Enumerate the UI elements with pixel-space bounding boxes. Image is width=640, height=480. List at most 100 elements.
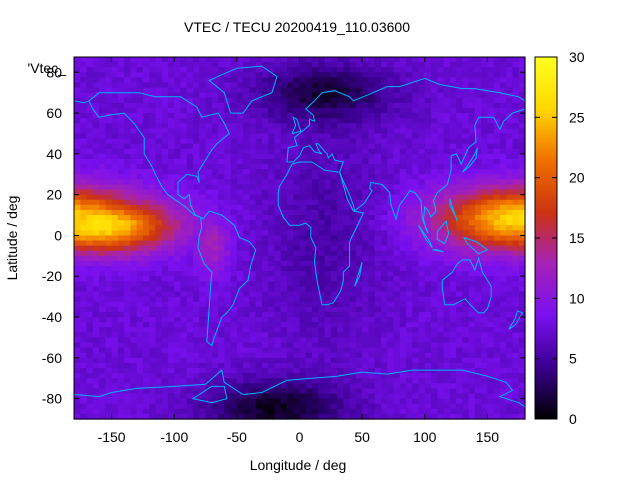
heatmap-cell bbox=[80, 403, 88, 410]
heatmap-cell bbox=[405, 311, 413, 318]
heatmap-cell bbox=[299, 97, 307, 104]
heatmap-cell bbox=[255, 153, 263, 160]
heatmap-cell bbox=[424, 281, 432, 288]
heatmap-cell bbox=[236, 347, 244, 354]
heatmap-cell bbox=[230, 194, 238, 201]
heatmap-cell bbox=[236, 107, 244, 114]
heatmap-cell bbox=[136, 322, 144, 328]
heatmap-cell bbox=[142, 128, 150, 135]
heatmap-cell bbox=[105, 225, 113, 231]
heatmap-cell bbox=[387, 179, 395, 186]
heatmap-cell bbox=[405, 153, 413, 160]
heatmap-cell bbox=[324, 291, 332, 298]
heatmap-cell bbox=[299, 388, 307, 395]
heatmap-cell bbox=[249, 296, 257, 303]
heatmap-cell bbox=[412, 383, 420, 390]
heatmap-cell bbox=[318, 311, 326, 318]
heatmap-cell bbox=[318, 368, 326, 374]
heatmap-cell bbox=[399, 57, 407, 63]
heatmap-cell bbox=[199, 357, 207, 364]
heatmap-cell bbox=[236, 271, 244, 277]
heatmap-cell bbox=[324, 164, 332, 170]
heatmap-cell bbox=[136, 77, 144, 84]
heatmap-cell bbox=[456, 118, 463, 124]
heatmap-cell bbox=[305, 179, 313, 186]
heatmap-cell bbox=[205, 260, 213, 267]
heatmap-cell bbox=[387, 204, 395, 211]
heatmap-cell bbox=[74, 342, 81, 349]
heatmap-cell bbox=[493, 306, 501, 313]
heatmap-cell bbox=[261, 245, 269, 252]
heatmap-cell bbox=[343, 77, 351, 84]
heatmap-cell bbox=[456, 199, 463, 206]
heatmap-cell bbox=[343, 107, 351, 114]
heatmap-cell bbox=[274, 230, 282, 237]
heatmap-cell bbox=[481, 102, 489, 109]
heatmap-cell bbox=[130, 306, 138, 313]
heatmap-cell bbox=[243, 72, 250, 78]
heatmap-cell bbox=[105, 87, 113, 94]
heatmap-cell bbox=[299, 255, 307, 262]
heatmap-cell bbox=[111, 408, 119, 415]
heatmap-cell bbox=[355, 102, 363, 109]
heatmap-cell bbox=[268, 342, 276, 349]
heatmap-cell bbox=[312, 209, 319, 216]
heatmap-cell bbox=[268, 143, 276, 150]
heatmap-cell bbox=[149, 215, 157, 221]
heatmap-cell bbox=[337, 306, 344, 313]
heatmap-cell bbox=[443, 245, 451, 252]
heatmap-cell bbox=[512, 77, 520, 84]
heatmap-cell bbox=[205, 322, 213, 328]
heatmap-cell bbox=[205, 327, 213, 333]
heatmap-cell bbox=[243, 179, 250, 186]
heatmap-cell bbox=[299, 383, 307, 390]
heatmap-cell bbox=[349, 209, 357, 216]
heatmap-cell bbox=[117, 92, 125, 99]
heatmap-cell bbox=[368, 225, 376, 231]
heatmap-cell bbox=[443, 169, 451, 175]
heatmap-cell bbox=[431, 148, 438, 155]
heatmap-cell bbox=[111, 138, 119, 145]
heatmap-cell bbox=[393, 342, 401, 349]
heatmap-cell bbox=[337, 403, 344, 410]
heatmap-cell bbox=[412, 301, 420, 308]
heatmap-cell bbox=[155, 97, 163, 104]
heatmap-cell bbox=[92, 138, 100, 145]
heatmap-cell bbox=[443, 138, 451, 145]
heatmap-cell bbox=[481, 250, 489, 257]
heatmap-cell bbox=[293, 368, 301, 374]
heatmap-cell bbox=[124, 362, 131, 369]
heatmap-cell bbox=[74, 408, 81, 415]
heatmap-cell bbox=[255, 148, 263, 155]
heatmap-cell bbox=[286, 332, 294, 339]
heatmap-cell bbox=[286, 342, 294, 349]
heatmap-cell bbox=[380, 77, 388, 84]
heatmap-cell bbox=[249, 87, 257, 94]
heatmap-cell bbox=[443, 158, 451, 165]
heatmap-cell bbox=[236, 266, 244, 272]
heatmap-cell bbox=[487, 260, 495, 267]
heatmap-cell bbox=[286, 378, 294, 384]
heatmap-cell bbox=[218, 169, 225, 175]
heatmap-cell bbox=[318, 398, 326, 405]
heatmap-cell bbox=[86, 77, 94, 84]
heatmap-cell bbox=[487, 342, 495, 349]
heatmap-cell bbox=[167, 281, 175, 288]
heatmap-cell bbox=[512, 255, 520, 262]
heatmap-cell bbox=[312, 311, 319, 318]
heatmap-cell bbox=[449, 133, 457, 140]
heatmap-cell bbox=[481, 322, 489, 328]
heatmap-cell bbox=[117, 194, 125, 201]
heatmap-cell bbox=[349, 286, 357, 293]
heatmap-cell bbox=[399, 276, 407, 282]
heatmap-cell bbox=[343, 291, 351, 298]
heatmap-cell bbox=[449, 153, 457, 160]
heatmap-cell bbox=[92, 271, 100, 277]
heatmap-cell bbox=[280, 204, 288, 211]
heatmap-cell bbox=[130, 368, 138, 374]
heatmap-cell bbox=[343, 332, 351, 339]
heatmap-cell bbox=[186, 189, 194, 196]
heatmap-cell bbox=[456, 301, 463, 308]
heatmap-cell bbox=[330, 67, 338, 73]
heatmap-cell bbox=[368, 373, 376, 379]
